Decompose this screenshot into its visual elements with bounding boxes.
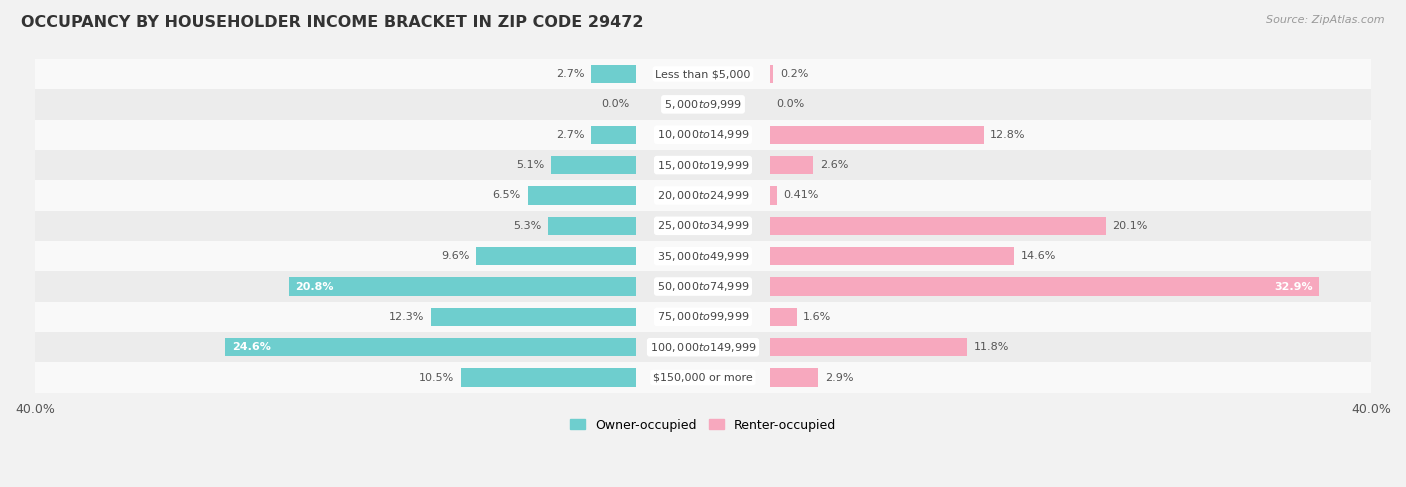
Text: 14.6%: 14.6%: [1021, 251, 1056, 261]
Bar: [770, 217, 1105, 235]
Bar: [770, 278, 1319, 296]
Text: 5.1%: 5.1%: [516, 160, 544, 170]
Text: Less than $5,000: Less than $5,000: [655, 69, 751, 79]
Text: 0.0%: 0.0%: [776, 99, 804, 110]
Text: 12.3%: 12.3%: [388, 312, 425, 322]
Bar: [770, 126, 984, 144]
Bar: [770, 65, 773, 83]
Bar: [35, 119, 1371, 150]
Text: 9.6%: 9.6%: [441, 251, 470, 261]
Text: $20,000 to $24,999: $20,000 to $24,999: [657, 189, 749, 202]
Text: 0.2%: 0.2%: [780, 69, 808, 79]
Bar: [35, 241, 1371, 271]
Bar: [461, 369, 636, 387]
Text: 1.6%: 1.6%: [803, 312, 831, 322]
Bar: [591, 126, 636, 144]
Legend: Owner-occupied, Renter-occupied: Owner-occupied, Renter-occupied: [565, 413, 841, 437]
Text: 0.41%: 0.41%: [783, 190, 818, 201]
Bar: [475, 247, 636, 265]
Bar: [35, 180, 1371, 210]
Bar: [770, 247, 1014, 265]
Text: 6.5%: 6.5%: [492, 190, 522, 201]
Text: 2.9%: 2.9%: [825, 373, 853, 383]
Bar: [770, 369, 818, 387]
Bar: [35, 362, 1371, 393]
Text: 20.1%: 20.1%: [1112, 221, 1147, 231]
Bar: [770, 156, 813, 174]
Text: 12.8%: 12.8%: [990, 130, 1026, 140]
Bar: [527, 187, 636, 205]
Bar: [225, 338, 636, 356]
Text: $10,000 to $14,999: $10,000 to $14,999: [657, 128, 749, 141]
Bar: [430, 308, 636, 326]
Text: 2.7%: 2.7%: [555, 130, 585, 140]
Bar: [35, 210, 1371, 241]
Text: 11.8%: 11.8%: [973, 342, 1010, 352]
Text: $150,000 or more: $150,000 or more: [654, 373, 752, 383]
Text: 24.6%: 24.6%: [232, 342, 271, 352]
Text: $50,000 to $74,999: $50,000 to $74,999: [657, 280, 749, 293]
Text: 2.7%: 2.7%: [555, 69, 585, 79]
Text: 32.9%: 32.9%: [1274, 281, 1313, 292]
Bar: [35, 302, 1371, 332]
Text: $5,000 to $9,999: $5,000 to $9,999: [664, 98, 742, 111]
Bar: [35, 332, 1371, 362]
Bar: [770, 187, 776, 205]
Text: 10.5%: 10.5%: [419, 373, 454, 383]
Bar: [35, 89, 1371, 119]
Bar: [770, 338, 967, 356]
Bar: [770, 308, 797, 326]
Text: 20.8%: 20.8%: [295, 281, 335, 292]
Text: $25,000 to $34,999: $25,000 to $34,999: [657, 219, 749, 232]
Bar: [35, 271, 1371, 302]
Text: $75,000 to $99,999: $75,000 to $99,999: [657, 310, 749, 323]
Bar: [551, 156, 636, 174]
Bar: [591, 65, 636, 83]
Text: 0.0%: 0.0%: [602, 99, 630, 110]
Bar: [288, 278, 636, 296]
Text: Source: ZipAtlas.com: Source: ZipAtlas.com: [1267, 15, 1385, 25]
Bar: [35, 59, 1371, 89]
Bar: [548, 217, 636, 235]
Text: OCCUPANCY BY HOUSEHOLDER INCOME BRACKET IN ZIP CODE 29472: OCCUPANCY BY HOUSEHOLDER INCOME BRACKET …: [21, 15, 644, 30]
Bar: [35, 150, 1371, 180]
Text: $100,000 to $149,999: $100,000 to $149,999: [650, 341, 756, 354]
Text: 2.6%: 2.6%: [820, 160, 848, 170]
Text: 5.3%: 5.3%: [513, 221, 541, 231]
Text: $35,000 to $49,999: $35,000 to $49,999: [657, 250, 749, 262]
Text: $15,000 to $19,999: $15,000 to $19,999: [657, 159, 749, 171]
